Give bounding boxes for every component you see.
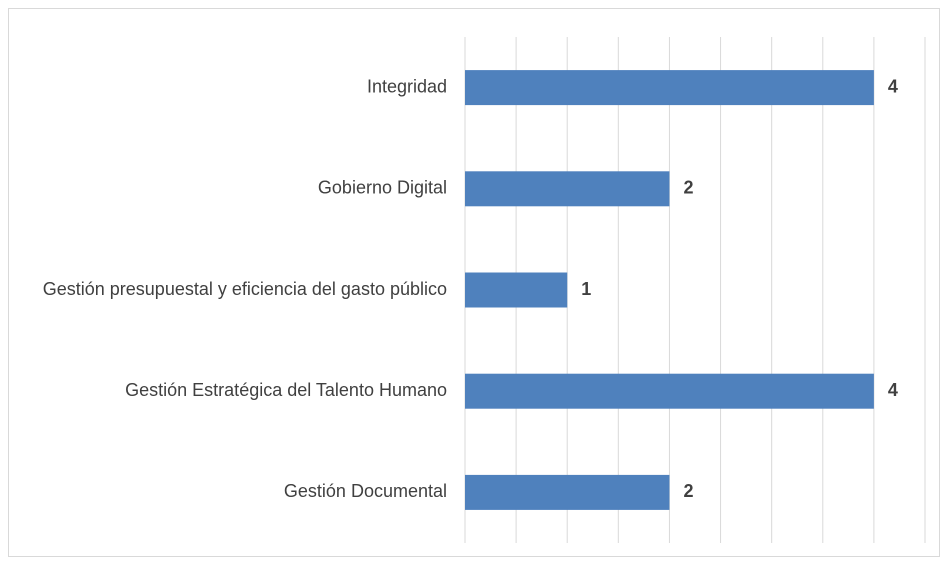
bar	[465, 373, 874, 409]
category-label: Gestión presupuestal y eficiencia del ga…	[43, 279, 447, 299]
bar	[465, 70, 874, 106]
category-label: Gestión Estratégica del Talento Humano	[125, 380, 447, 400]
value-label: 2	[683, 178, 693, 198]
category-label: Gobierno Digital	[318, 178, 447, 198]
value-label: 2	[683, 481, 693, 501]
bar	[465, 272, 568, 308]
value-label: 4	[888, 380, 898, 400]
value-label: 4	[888, 76, 898, 96]
bar	[465, 171, 670, 207]
category-label: Gestión Documental	[284, 481, 447, 501]
category-label: Integridad	[367, 76, 447, 96]
bar	[465, 474, 670, 510]
value-label: 1	[581, 279, 591, 299]
